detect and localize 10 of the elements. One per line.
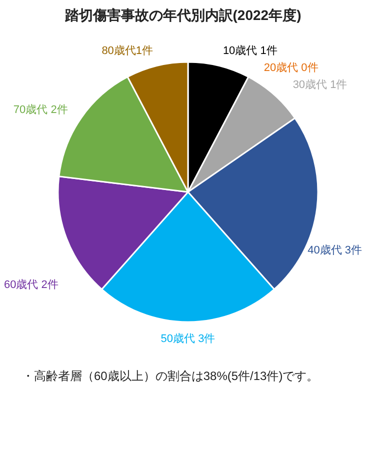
slice-label: 70歳代 2件	[13, 103, 68, 116]
slice-label: 10歳代 1件	[222, 44, 278, 58]
slice-label: 80歳代1件	[102, 44, 154, 58]
slice-label: 40歳代 3件	[308, 244, 362, 257]
text: ・高齢者層（60歳以上）の割合は38%(5件/13件)です。	[22, 369, 319, 383]
category-label: 20歳代 0件	[264, 62, 318, 74]
slice-label: 30歳代 1件	[292, 78, 348, 92]
slice-label: 50歳代 3件	[160, 332, 216, 345]
chart-title: 踏切傷害事故の年代別内訳(2022年度)	[64, 7, 302, 23]
slice-label: 60歳代 2件	[4, 278, 58, 291]
